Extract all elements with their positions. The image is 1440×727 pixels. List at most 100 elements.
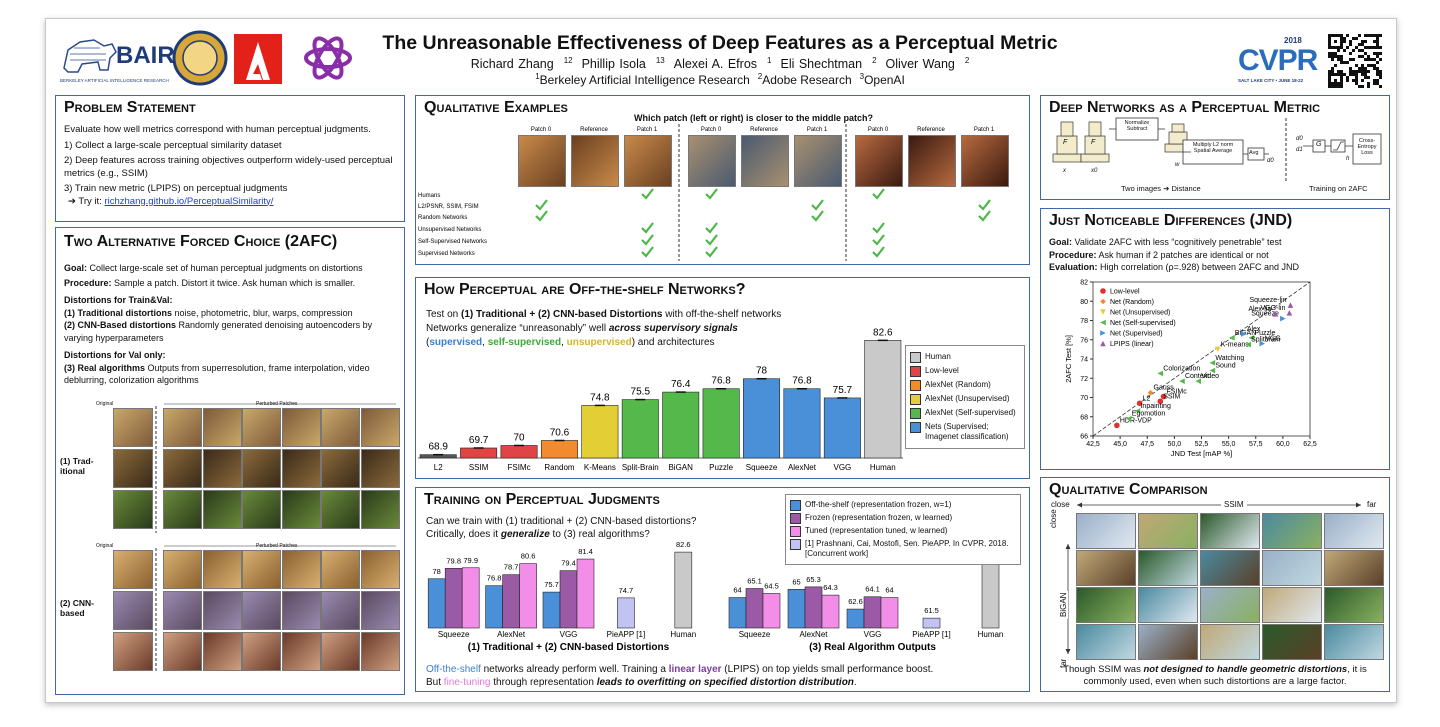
poster-title: The Unreasonable Effectiveness of Deep F… [382, 32, 1058, 54]
text: through representation [490, 677, 597, 688]
image-placeholder [1262, 513, 1322, 549]
problem-intro: Evaluate how well metrics correspond wit… [64, 124, 371, 135]
image-placeholder [961, 135, 1009, 187]
axis-label: close [1049, 509, 1058, 528]
qr-code [1328, 34, 1382, 88]
problem-panel: Problem Statement Evaluate how well metr… [55, 95, 405, 222]
legend-label: Nets (Supervised; Imagenet classificatio… [925, 422, 1009, 441]
legend-swatch [910, 366, 921, 377]
qr-cell [1331, 73, 1334, 76]
legend-swatch [790, 513, 801, 524]
image-placeholder [1200, 550, 1260, 586]
legend-swatch [910, 352, 921, 363]
qr-cell [1337, 82, 1340, 85]
qr-cell [1340, 79, 1343, 82]
image-placeholder [281, 632, 321, 671]
symbol: F [1091, 139, 1096, 146]
image-placeholder [360, 591, 400, 630]
legend-label: Tuned (representation tuned, w learned) [805, 526, 948, 535]
image-placeholder [360, 408, 400, 447]
qr-cell [1379, 58, 1382, 61]
try-label: ➔ Try it: [68, 195, 102, 207]
qr-cell [1373, 64, 1376, 67]
qr-cell [1334, 85, 1337, 88]
qr-cell [1328, 85, 1331, 88]
qr-cell [1340, 43, 1343, 46]
legend-label: AlexNet (Unsupervised) [925, 394, 1010, 403]
qr-cell [1331, 34, 1334, 37]
qr-cell [1376, 52, 1379, 55]
image-placeholder [113, 550, 153, 589]
project-link[interactable]: richzhang.github.io/PerceptualSimilarity… [104, 195, 274, 207]
qr-cell [1355, 70, 1358, 73]
text: supervised [429, 337, 483, 348]
text: Outputs from superresolution, frame inte… [64, 362, 370, 386]
image-placeholder [741, 135, 789, 187]
text: Validate 2AFC with less “cognitively pen… [1072, 237, 1282, 247]
label: Goal: [64, 263, 88, 273]
bair-subtext: BERKELEY ARTIFICIAL INTELLIGENCE RESEARC… [60, 78, 169, 83]
legend-swatch [910, 394, 921, 405]
qr-cell [1376, 79, 1379, 82]
image-placeholder [1138, 587, 1198, 623]
qr-cell [1367, 46, 1370, 49]
qr-cell [1349, 52, 1352, 55]
qr-cell [1370, 64, 1373, 67]
qr-cell [1340, 76, 1343, 79]
qr-cell [1367, 64, 1370, 67]
legend-swatch [790, 539, 801, 550]
panel-title: Qualitative Comparison [1049, 481, 1208, 498]
image-placeholder [360, 550, 400, 589]
qr-cell [1331, 70, 1334, 73]
qr-cell [1370, 46, 1373, 49]
image-placeholder [1200, 587, 1260, 623]
qr-cell [1373, 58, 1376, 61]
qr-cell [1340, 55, 1343, 58]
text: (1) Traditional + (2) CNN-based Distorti… [461, 309, 663, 320]
qr-cell [1367, 55, 1370, 58]
qr-cell [1376, 73, 1379, 76]
label: (2) CNN-Based distortions [64, 320, 177, 330]
bair-icon [63, 39, 117, 73]
label: Procedure: [1049, 249, 1097, 260]
image-placeholder [281, 490, 321, 529]
image-placeholder [518, 135, 566, 187]
qr-cell [1355, 82, 1358, 85]
image-placeholder [1076, 587, 1136, 623]
qr-cell [1361, 79, 1364, 82]
panel-title: Problem Statement [64, 99, 196, 116]
training-footer: Off-the-shelf networks already perform w… [426, 663, 933, 689]
box-label: Cross-Entropy Loss [1357, 138, 1377, 156]
qr-cell [1364, 34, 1367, 37]
text: ( [426, 337, 430, 348]
qr-cell [1355, 64, 1358, 67]
symbol: w [1175, 162, 1180, 168]
caption: Though SSIM was not designed to handle g… [1047, 664, 1383, 688]
qr-cell [1361, 85, 1364, 88]
symbol: d0 [1267, 158, 1274, 164]
bair-text: BAIR [116, 42, 175, 69]
legend: Off-the-shelf (representation frozen, w=… [785, 494, 1021, 565]
box-label: Avg [1249, 150, 1259, 156]
qr-cell [1337, 34, 1340, 37]
qr-cell [1328, 76, 1331, 79]
text: Off-the-shelf [426, 664, 481, 675]
qr-cell [1379, 34, 1382, 37]
legend-label: Frozen (representation frozen, w learned… [805, 513, 953, 522]
author-mark: 1 [767, 56, 772, 65]
qr-cell [1349, 67, 1352, 70]
symbol: x [1063, 168, 1066, 174]
qr-cell [1358, 85, 1361, 88]
author: Oliver Wang [885, 57, 955, 72]
panel-title: How Perceptual are Off-the-shelf Network… [424, 281, 746, 298]
qr-cell [1367, 76, 1370, 79]
qr-cell [1337, 70, 1340, 73]
qr-cell [1340, 58, 1343, 61]
problem-item: 1) Collect a large-scale perceptual simi… [64, 139, 282, 151]
qr-cell [1376, 43, 1379, 46]
text: linear layer [668, 664, 722, 675]
image-placeholder [1262, 624, 1322, 660]
box-label: Normalize Subtract [1124, 120, 1150, 132]
image-placeholder [1076, 513, 1136, 549]
problem-text: Evaluate how well metrics correspond wit… [64, 124, 400, 208]
